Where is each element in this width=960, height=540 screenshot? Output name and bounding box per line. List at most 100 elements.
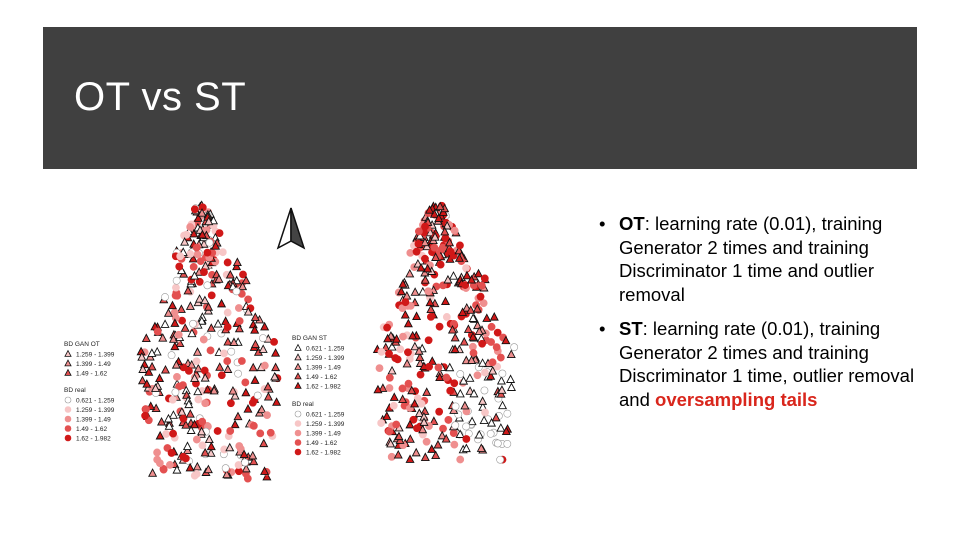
gan-point-marker <box>413 258 423 268</box>
real-point-marker <box>270 337 278 346</box>
real-point-marker <box>435 407 444 416</box>
real-point-marker <box>444 416 453 424</box>
gan-point-marker <box>197 426 207 436</box>
gan-point-marker <box>400 309 410 319</box>
legend-circle-icon <box>294 420 302 427</box>
real-point-marker <box>417 399 426 408</box>
gan-point-marker <box>230 419 240 429</box>
gan-point-marker <box>203 384 213 394</box>
real-point-marker <box>462 435 471 443</box>
legend-range-label: 0.621 - 1.259 <box>76 398 115 405</box>
real-point-marker <box>496 455 505 464</box>
gan-point-marker <box>482 313 492 322</box>
gan-point-marker <box>469 388 479 398</box>
gan-point-marker <box>209 385 219 395</box>
legend-range-label: 1.399 - 1.49 <box>306 365 341 372</box>
real-point-marker <box>218 248 227 257</box>
real-point-marker <box>442 373 451 382</box>
gan-point-marker <box>164 421 174 430</box>
gan-point-marker <box>187 328 197 338</box>
legend-triangle-icon <box>294 381 302 389</box>
real-point-marker <box>503 409 512 418</box>
legend-range-label: 0.621 - 1.259 <box>306 346 345 353</box>
gan-point-marker <box>248 362 258 372</box>
legend-range-label: 1.399 - 1.49 <box>76 417 111 424</box>
gan-point-marker <box>398 279 408 288</box>
gan-point-marker <box>479 415 489 424</box>
gan-point-marker <box>206 448 216 457</box>
gan-point-marker <box>465 373 475 382</box>
gan-point-marker <box>405 454 415 463</box>
real-point-marker <box>266 428 275 437</box>
gan-point-marker <box>184 399 194 409</box>
real-point-marker <box>203 248 212 257</box>
real-point-marker <box>385 384 394 392</box>
real-point-marker <box>449 429 458 437</box>
real-point-marker <box>195 277 204 286</box>
gan-point-marker <box>137 352 147 361</box>
real-point-marker <box>235 317 244 325</box>
bullet-ot: • OT: learning rate (0.01), training Gen… <box>596 212 926 306</box>
gan-point-marker <box>200 295 210 305</box>
gan-point-marker <box>186 425 196 434</box>
gan-point-marker <box>478 358 488 367</box>
gan-point-marker <box>459 336 469 346</box>
gan-point-marker <box>462 270 472 280</box>
gan-point-marker <box>387 365 397 375</box>
gan-point-marker <box>402 358 412 368</box>
gan-point-marker <box>222 469 232 479</box>
real-point-marker <box>385 373 394 382</box>
gan-point-marker <box>410 398 420 408</box>
gan-point-marker <box>182 441 193 450</box>
real-point-marker <box>153 327 162 336</box>
real-point-marker <box>162 430 171 438</box>
real-point-marker <box>480 274 489 283</box>
real-point-marker <box>404 348 412 357</box>
real-point-marker <box>190 471 199 480</box>
real-point-marker <box>479 299 488 308</box>
real-point-marker <box>159 464 168 473</box>
real-point-marker <box>221 464 230 473</box>
gan-point-marker <box>223 336 233 346</box>
real-point-marker <box>193 250 202 259</box>
real-point-marker <box>383 323 391 332</box>
gan-point-marker <box>386 438 396 448</box>
real-point-marker <box>163 444 172 452</box>
gan-point-marker <box>232 261 242 271</box>
real-point-marker <box>462 422 470 431</box>
gan-point-marker <box>410 287 420 296</box>
gan-point-marker <box>147 361 157 371</box>
gan-point-marker <box>250 325 260 334</box>
gan-point-marker <box>257 404 267 414</box>
real-point-marker <box>487 322 496 331</box>
real-point-marker <box>451 402 460 411</box>
real-point-marker <box>223 308 232 317</box>
real-point-marker <box>194 395 203 404</box>
real-point-marker <box>434 363 443 372</box>
gan-point-marker <box>260 466 270 475</box>
gan-point-marker <box>204 216 214 226</box>
gan-point-marker <box>392 334 402 343</box>
gan-point-marker <box>171 360 181 369</box>
real-point-marker <box>153 455 162 464</box>
gan-point-marker <box>431 450 441 460</box>
gan-point-marker <box>491 412 501 422</box>
gan-point-marker <box>211 241 221 250</box>
gan-point-marker <box>263 381 273 391</box>
legend-range-label: 1.49 - 1.62 <box>306 440 337 447</box>
gan-point-marker <box>435 201 445 211</box>
real-point-marker <box>462 264 470 273</box>
gan-point-marker <box>167 300 178 310</box>
real-point-marker <box>173 291 182 300</box>
gan-point-marker <box>467 274 477 284</box>
legend-range-label: 1.62 - 1.982 <box>306 384 341 391</box>
gan-point-marker <box>225 442 235 452</box>
real-point-marker <box>424 287 433 296</box>
real-point-marker <box>227 347 236 356</box>
real-point-marker <box>192 357 201 366</box>
gan-point-marker <box>241 275 251 285</box>
gan-point-marker <box>138 364 148 373</box>
real-point-marker <box>480 386 489 395</box>
gan-point-marker <box>405 419 415 429</box>
gan-point-marker <box>387 341 397 351</box>
